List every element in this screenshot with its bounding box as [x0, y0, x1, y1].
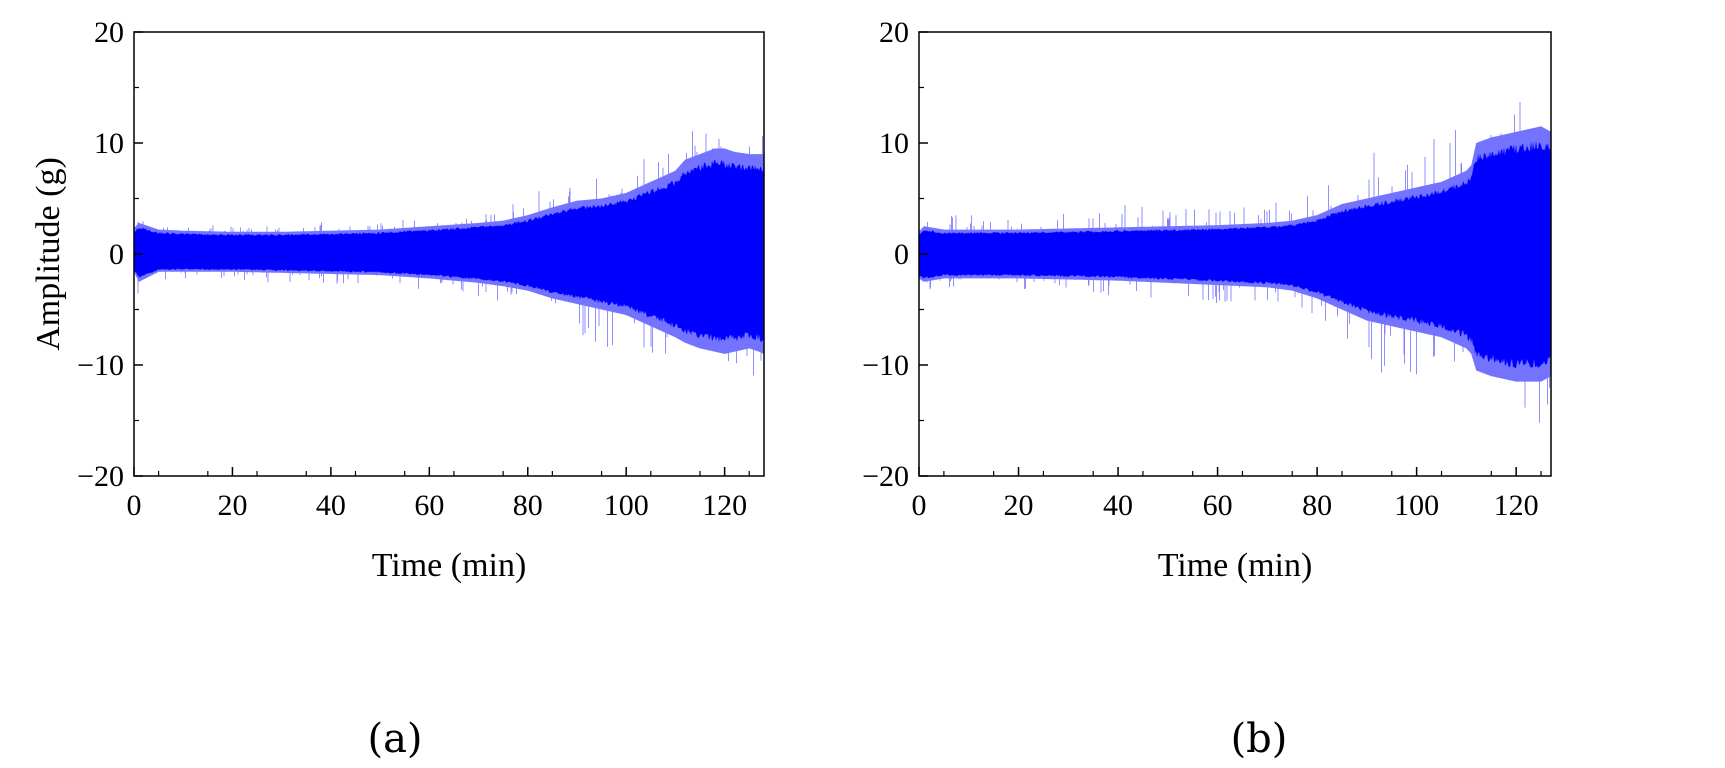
x-tick-label-b-100: 100 [1394, 489, 1439, 522]
x-tick-label-b-60: 60 [1203, 489, 1233, 522]
y-tick-label-b--10: −10 [863, 349, 909, 382]
y-tick-label-a--20: −20 [77, 460, 124, 493]
x-tick-label-b-120: 120 [1494, 489, 1539, 522]
chart-a-svg: 0 20 40 60 80 100 120 −20 −10 0 10 20 Time (min) Ampl… [30, 16, 765, 584]
x-tick-label-a-80: 80 [513, 489, 543, 522]
signal-trace-b [919, 102, 1551, 423]
y-tick-label-a--10: −10 [77, 349, 124, 382]
y-axis-title-a: Amplitude (g) [30, 157, 67, 351]
x-tick-label-a-60: 60 [414, 489, 444, 522]
y-tick-label-a-10: 10 [94, 127, 124, 160]
x-tick-label-a-100: 100 [604, 489, 649, 522]
x-tick-label-b-40: 40 [1103, 489, 1133, 522]
panel-label-b: (b) [1230, 716, 1288, 762]
x-tick-label-b-20: 20 [1004, 489, 1034, 522]
x-axis-title-b: Time (min) [1158, 547, 1313, 584]
x-tick-label-a-40: 40 [316, 489, 346, 522]
signal-band-a [134, 159, 764, 344]
y-tick-label-a-20: 20 [94, 16, 124, 49]
signal-trace-a [134, 131, 764, 376]
x-tick-label-b-0: 0 [912, 489, 927, 522]
y-tick-label-b-10: 10 [879, 127, 909, 160]
x-tick-label-a-120: 120 [702, 489, 747, 522]
x-axis-title-a: Time (min) [372, 547, 527, 584]
chart-panel-a: 0 20 40 60 80 100 120 −20 −10 0 10 20 Time (min) Ampl… [0, 0, 862, 768]
signal-band-b [919, 140, 1551, 369]
y-tick-label-a-0: 0 [109, 238, 124, 271]
y-tick-label-b-0: 0 [894, 238, 909, 271]
y-tick-label-b--20: −20 [863, 460, 909, 493]
x-tick-label-b-80: 80 [1302, 489, 1332, 522]
x-tick-label-a-0: 0 [127, 489, 142, 522]
panel-label-a: (a) [367, 716, 423, 762]
x-tick-label-a-20: 20 [217, 489, 247, 522]
y-tick-label-b-20: 20 [879, 16, 909, 49]
